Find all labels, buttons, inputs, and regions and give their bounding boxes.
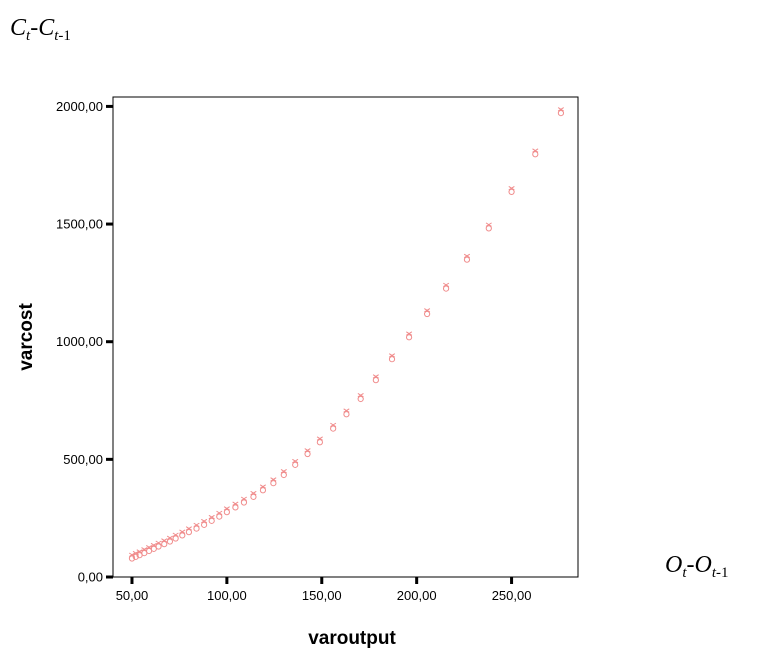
y-tick-label: 500,00: [63, 452, 103, 467]
data-point: [292, 458, 299, 468]
data-point: [343, 408, 350, 418]
data-point: [161, 538, 168, 548]
data-point: [357, 393, 364, 403]
data-point: [304, 448, 311, 458]
data-point: [193, 522, 200, 532]
x-axis-ticks: 50,00 100,00 150,00 200,00 250,00: [116, 577, 532, 603]
y-tick-label: 1000,00: [56, 334, 103, 349]
data-point: [405, 331, 413, 341]
data-point: [216, 510, 223, 520]
x-lag-var: t: [711, 565, 717, 581]
data-point: [232, 501, 239, 511]
data-point: [372, 374, 379, 384]
y-tick-label: 2000,00: [56, 99, 103, 114]
x-minus: -: [686, 552, 695, 578]
data-point: [208, 514, 215, 524]
data-point: [270, 477, 277, 487]
y-lag-num: -1: [58, 28, 71, 44]
data-point: [250, 490, 257, 500]
y-axis-ticks: 0,00 500,00 1000,00 1500,00 2000,00: [56, 99, 113, 585]
y-subscript: t: [26, 28, 31, 44]
data-point: [388, 353, 396, 363]
data-point: [172, 532, 179, 542]
data-point: [179, 529, 186, 539]
plot-frame: [112, 96, 579, 578]
data-point: [485, 222, 492, 232]
data-point: [185, 526, 193, 536]
y-lag-var: t: [54, 28, 59, 44]
x-tick-label: 100,00: [207, 588, 247, 603]
y-lag-subscript: t-1: [54, 28, 71, 44]
data-point: [128, 552, 136, 562]
x-tick-label: 200,00: [397, 588, 437, 603]
x-tick-label: 50,00: [116, 588, 149, 603]
x-tick-label: 250,00: [492, 588, 532, 603]
x-axis-title: varoutput: [308, 628, 396, 649]
x-subscript: t: [682, 565, 687, 581]
data-point: [280, 469, 287, 479]
y-symbol: C: [10, 15, 27, 41]
x-lag-subscript: t-1: [712, 565, 729, 581]
data-point: [259, 484, 267, 494]
y-axis-title: varcost: [16, 303, 37, 371]
x-symbol-lagged: O: [694, 552, 712, 578]
data-point: [532, 148, 539, 158]
y-difference-label: Ct-Ct-1: [10, 15, 71, 44]
data-point: [424, 308, 431, 318]
data-point: [316, 436, 323, 446]
data-point: [240, 496, 248, 506]
y-tick-label: 1500,00: [56, 217, 103, 232]
data-points: [128, 107, 565, 562]
y-symbol-lagged: C: [38, 15, 55, 41]
y-minus: -: [30, 15, 39, 41]
data-point: [166, 535, 174, 545]
data-point: [442, 282, 450, 292]
data-point: [155, 540, 162, 550]
data-point: [223, 506, 230, 516]
x-difference-label: Ot-Ot-1: [665, 552, 729, 581]
data-point: [201, 518, 208, 528]
y-tick-label: 0,00: [78, 570, 103, 585]
data-point: [463, 253, 471, 263]
data-point: [132, 550, 139, 560]
x-tick-label: 150,00: [302, 588, 342, 603]
data-point: [557, 107, 565, 117]
x-lag-num: -1: [716, 565, 729, 581]
data-point: [508, 185, 515, 196]
data-point: [330, 422, 337, 432]
x-symbol: O: [665, 552, 683, 578]
